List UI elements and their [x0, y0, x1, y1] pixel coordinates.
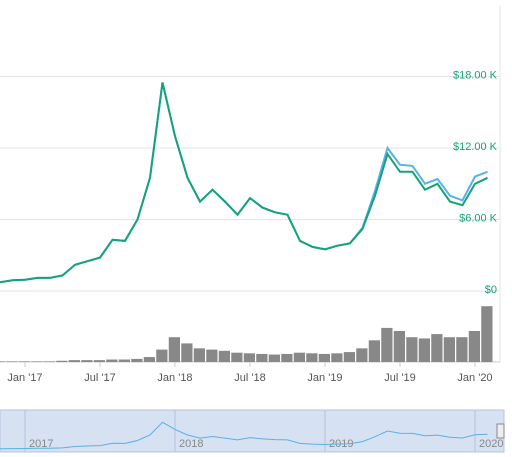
volume-bar [0, 361, 5, 362]
volume-bar [256, 353, 268, 362]
volume-bar [31, 361, 43, 362]
navigator-line [0, 421, 488, 450]
volume-bar [18, 361, 30, 362]
volume-bar [343, 352, 355, 362]
volume-bar [218, 350, 230, 362]
x-tick-label: Jan '17 [7, 372, 42, 384]
navigator-handle[interactable] [496, 423, 505, 439]
x-tick-label: Jul '17 [84, 372, 115, 384]
volume-bar [443, 337, 455, 362]
price-line [0, 82, 488, 284]
y-tick-label: $6.00 K [459, 212, 498, 224]
volume-bar [293, 352, 305, 362]
volume-bar [456, 337, 468, 362]
x-tick-label: Jan '18 [157, 372, 192, 384]
volume-bar [418, 338, 430, 362]
volume-bar [156, 349, 168, 362]
navigator-label: 2020 [479, 438, 503, 450]
volume-bar [331, 353, 343, 362]
volume-bar [43, 361, 55, 362]
volume-bar [118, 359, 130, 362]
volume-bar [368, 340, 380, 362]
volume-bar [306, 353, 318, 362]
volume-bar [318, 353, 330, 362]
volume-bar [81, 360, 93, 362]
volume-bar [481, 306, 493, 362]
volume-bar [106, 359, 118, 362]
volume-bar [93, 360, 105, 362]
volume-bar [468, 331, 480, 362]
navigator-window[interactable] [0, 409, 505, 453]
volume-bar [431, 334, 443, 362]
volume-bar [56, 360, 68, 362]
y-tick-label: $12.00 K [453, 141, 498, 153]
volume-bar [231, 352, 243, 362]
volume-bar [6, 361, 18, 362]
volume-bar [143, 357, 155, 362]
x-tick-label: Jan '19 [307, 372, 342, 384]
volume-bar [281, 353, 293, 362]
volume-bar [381, 327, 393, 362]
volume-bar [406, 337, 418, 362]
volume-bar [68, 360, 80, 362]
x-tick-label: Jan '20 [457, 372, 492, 384]
navigator-label: 2017 [29, 438, 53, 450]
volume-bar [268, 354, 280, 362]
price-line [0, 82, 488, 284]
volume-bar [393, 331, 405, 362]
volume-bar [193, 348, 205, 362]
x-tick-label: Jul '19 [384, 372, 415, 384]
volume-bar [356, 348, 368, 362]
volume-bar [131, 358, 143, 362]
volume-bar [243, 353, 255, 362]
y-tick-label: $18.00 K [453, 69, 498, 81]
volume-bar [206, 349, 218, 362]
navigator-label: 2018 [179, 438, 203, 450]
volume-bar [168, 337, 180, 362]
y-tick-label: $0 [485, 284, 497, 296]
x-tick-label: Jul '18 [234, 372, 265, 384]
volume-bar [181, 343, 193, 362]
